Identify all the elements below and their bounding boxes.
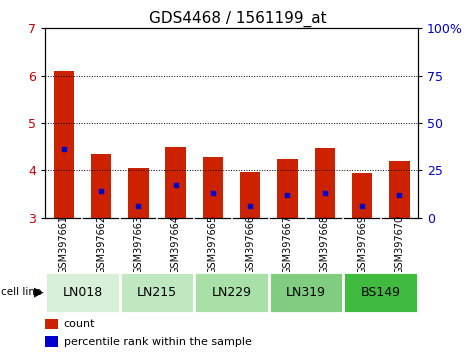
Text: count: count xyxy=(64,319,95,329)
Text: GSM397666: GSM397666 xyxy=(245,215,255,274)
Text: GSM397664: GSM397664 xyxy=(171,215,180,274)
Bar xyxy=(45,336,58,347)
Bar xyxy=(194,272,269,313)
Bar xyxy=(165,147,186,218)
Bar xyxy=(277,159,298,218)
Text: LN018: LN018 xyxy=(62,286,103,299)
Bar xyxy=(389,161,409,218)
Text: GSM397662: GSM397662 xyxy=(96,215,106,274)
Bar xyxy=(45,319,58,329)
Text: LN319: LN319 xyxy=(286,286,326,299)
Text: ▶: ▶ xyxy=(34,286,44,299)
Bar xyxy=(352,173,372,218)
Text: GDS4468 / 1561199_at: GDS4468 / 1561199_at xyxy=(149,11,326,27)
Text: LN215: LN215 xyxy=(137,286,177,299)
Text: percentile rank within the sample: percentile rank within the sample xyxy=(64,337,252,347)
Bar xyxy=(120,272,194,313)
Bar xyxy=(203,157,223,218)
Bar xyxy=(343,272,418,313)
Text: GSM397667: GSM397667 xyxy=(283,215,293,274)
Text: LN229: LN229 xyxy=(211,286,252,299)
Text: GSM397663: GSM397663 xyxy=(133,215,143,274)
Text: GSM397665: GSM397665 xyxy=(208,215,218,274)
Text: BS149: BS149 xyxy=(361,286,401,299)
Bar xyxy=(45,272,120,313)
Text: GSM397669: GSM397669 xyxy=(357,215,367,274)
Bar xyxy=(240,172,260,218)
Text: GSM397661: GSM397661 xyxy=(59,215,69,274)
Text: GSM397668: GSM397668 xyxy=(320,215,330,274)
Bar xyxy=(54,71,74,218)
Text: GSM397670: GSM397670 xyxy=(394,215,404,274)
Bar xyxy=(269,272,343,313)
Bar xyxy=(128,168,149,218)
Bar xyxy=(91,154,111,218)
Text: cell line: cell line xyxy=(1,287,41,297)
Bar xyxy=(314,148,335,218)
